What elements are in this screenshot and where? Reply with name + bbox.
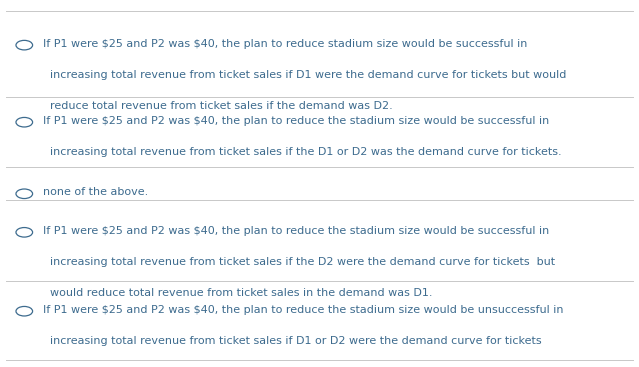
Text: If P1 were \$25 and P2 was \$40, the plan to reduce the stadium size would be su: If P1 were \$25 and P2 was \$40, the pla… <box>43 116 550 126</box>
Text: none of the above.: none of the above. <box>43 187 149 197</box>
Text: If P1 were \$25 and P2 was \$40, the plan to reduce the stadium size would be un: If P1 were \$25 and P2 was \$40, the pla… <box>43 305 564 315</box>
Text: increasing total revenue from ticket sales if D1 were the demand curve for ticke: increasing total revenue from ticket sal… <box>50 70 566 80</box>
Text: If P1 were \$25 and P2 was \$40, the plan to reduce stadium size would be succes: If P1 were \$25 and P2 was \$40, the pla… <box>43 39 528 48</box>
Text: would reduce total revenue from ticket sales in the demand was D1.: would reduce total revenue from ticket s… <box>50 288 433 298</box>
Text: increasing total revenue from ticket sales if D1 or D2 were the demand curve for: increasing total revenue from ticket sal… <box>50 336 541 346</box>
Text: If P1 were \$25 and P2 was \$40, the plan to reduce the stadium size would be su: If P1 were \$25 and P2 was \$40, the pla… <box>43 226 550 236</box>
Text: reduce total revenue from ticket sales if the demand was D2.: reduce total revenue from ticket sales i… <box>50 101 392 111</box>
Text: increasing total revenue from ticket sales if the D2 were the demand curve for t: increasing total revenue from ticket sal… <box>50 257 555 267</box>
Text: increasing total revenue from ticket sales if the D1 or D2 was the demand curve : increasing total revenue from ticket sal… <box>50 147 562 157</box>
